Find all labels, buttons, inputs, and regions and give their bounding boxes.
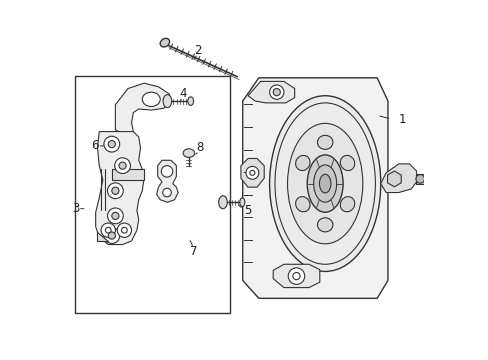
Text: 7: 7 <box>189 245 197 258</box>
Text: 2: 2 <box>194 44 201 57</box>
Circle shape <box>119 162 126 169</box>
Circle shape <box>104 136 120 152</box>
Circle shape <box>107 183 123 199</box>
Circle shape <box>415 175 424 183</box>
Polygon shape <box>241 158 264 187</box>
Polygon shape <box>97 232 107 241</box>
Ellipse shape <box>306 155 343 212</box>
Circle shape <box>108 140 115 148</box>
Ellipse shape <box>313 165 336 202</box>
Ellipse shape <box>287 123 362 244</box>
Ellipse shape <box>317 218 332 232</box>
Circle shape <box>117 223 131 237</box>
Circle shape <box>108 232 115 239</box>
Circle shape <box>273 89 280 96</box>
Text: 5: 5 <box>244 204 251 217</box>
Ellipse shape <box>295 197 309 212</box>
Polygon shape <box>242 78 387 298</box>
Ellipse shape <box>317 135 332 149</box>
Ellipse shape <box>187 97 193 105</box>
Ellipse shape <box>163 95 171 108</box>
Circle shape <box>287 268 304 284</box>
Text: 6: 6 <box>91 139 98 152</box>
Circle shape <box>269 85 284 99</box>
Polygon shape <box>115 83 171 134</box>
Text: 8: 8 <box>196 141 203 154</box>
Ellipse shape <box>295 156 309 171</box>
Ellipse shape <box>239 198 244 207</box>
Circle shape <box>163 188 171 197</box>
Ellipse shape <box>160 38 169 47</box>
Circle shape <box>107 208 123 224</box>
Ellipse shape <box>269 96 380 271</box>
Circle shape <box>161 166 172 177</box>
Text: 3: 3 <box>72 202 80 215</box>
Circle shape <box>104 228 120 243</box>
Circle shape <box>115 158 130 174</box>
Circle shape <box>112 187 119 194</box>
Circle shape <box>101 223 115 237</box>
Polygon shape <box>112 169 144 180</box>
Text: 1: 1 <box>398 113 406 126</box>
Polygon shape <box>273 264 319 288</box>
Ellipse shape <box>183 149 194 157</box>
Bar <box>75 76 230 313</box>
Bar <box>415 174 424 184</box>
Ellipse shape <box>319 174 330 193</box>
Ellipse shape <box>142 92 160 107</box>
Ellipse shape <box>218 196 227 209</box>
Polygon shape <box>247 81 294 103</box>
Ellipse shape <box>340 156 354 171</box>
Polygon shape <box>387 171 401 187</box>
Circle shape <box>112 212 119 220</box>
Circle shape <box>245 166 258 179</box>
Ellipse shape <box>340 197 354 212</box>
Polygon shape <box>156 160 178 202</box>
Polygon shape <box>96 132 144 244</box>
Text: 4: 4 <box>180 87 187 100</box>
Polygon shape <box>380 164 416 193</box>
